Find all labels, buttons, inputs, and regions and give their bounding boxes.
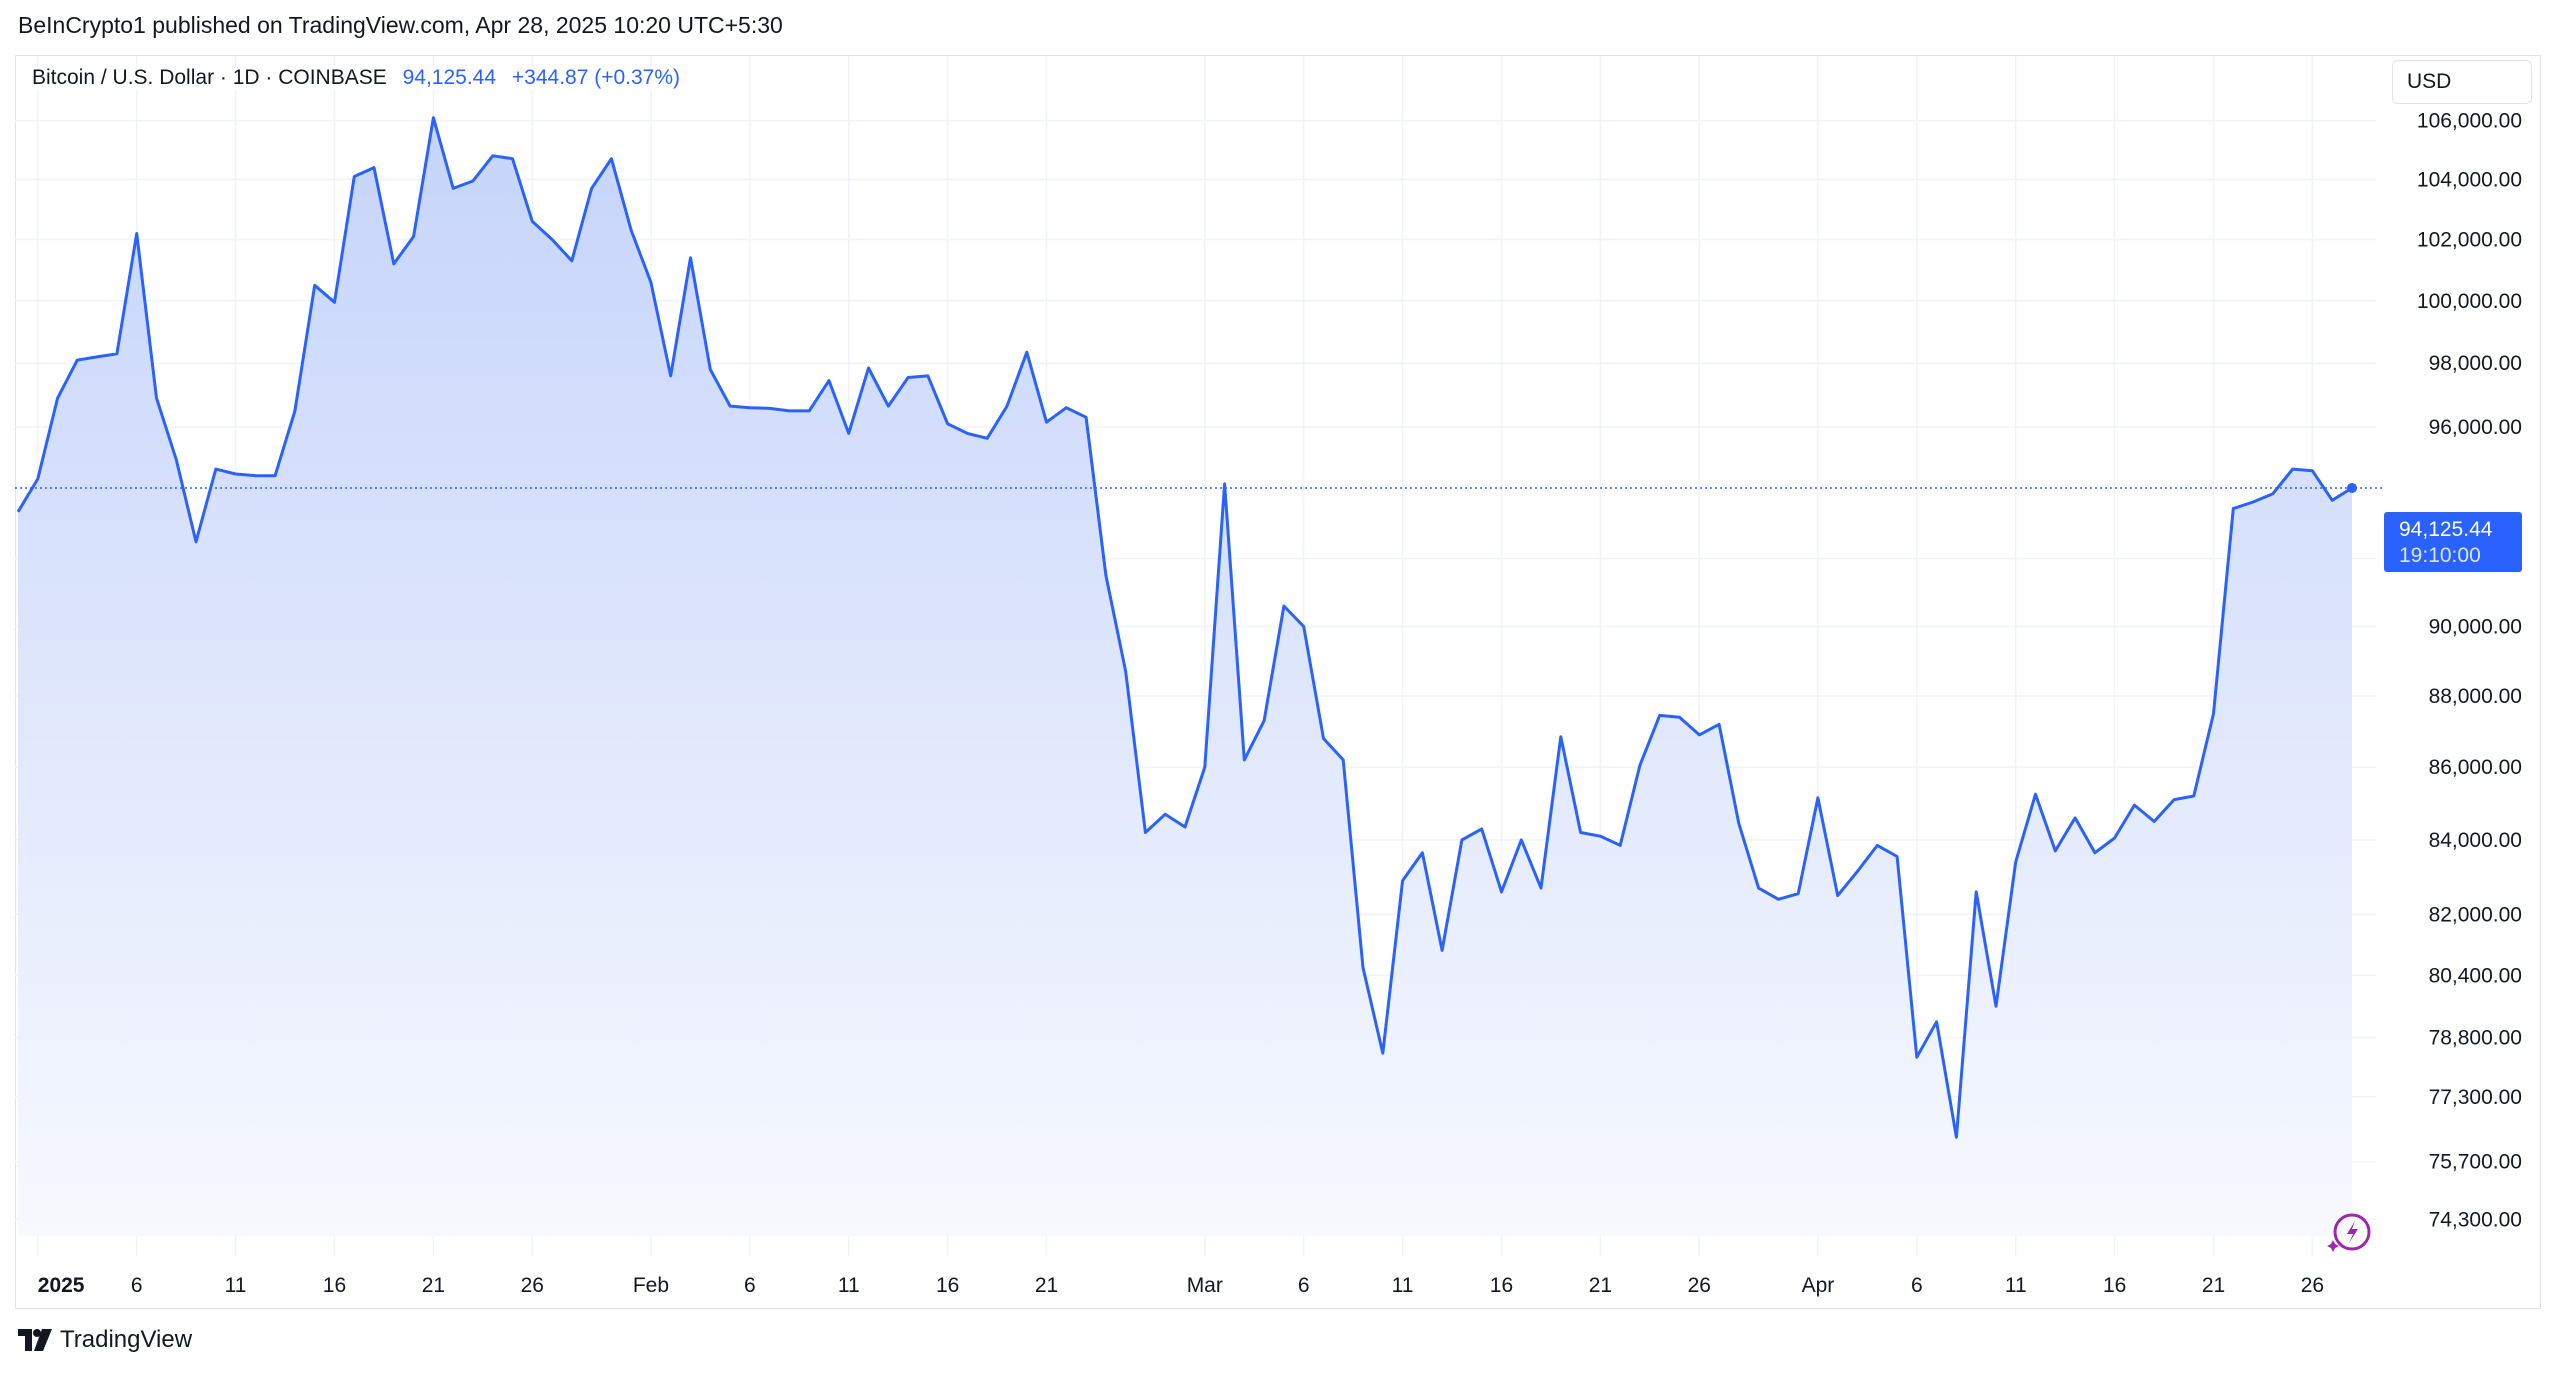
publish-info: BeInCrypto1 published on TradingView.com… xyxy=(18,12,783,38)
x-tick-label: 11 xyxy=(2005,1274,2027,1297)
x-tick-label: 21 xyxy=(2202,1274,2225,1297)
price-area-fill xyxy=(18,117,2352,1237)
y-tick-label: 80,400.00 xyxy=(2429,964,2522,987)
y-tick-label: 75,700.00 xyxy=(2429,1151,2522,1174)
chart-frame xyxy=(15,55,2541,1309)
x-tick-label: 21 xyxy=(422,1274,445,1297)
x-tick-label: 26 xyxy=(2301,1274,2324,1297)
x-tick-label: 26 xyxy=(521,1274,544,1297)
y-tick-label: 104,000.00 xyxy=(2417,168,2522,191)
x-tick-label: 26 xyxy=(1688,1274,1711,1297)
x-tick-label: 16 xyxy=(2103,1274,2126,1297)
x-tick-label: 11 xyxy=(1392,1274,1414,1297)
price-axis[interactable]: 106,000.00 104,000.00 102,000.00 100,000.00… xyxy=(2417,110,2522,1232)
x-tick-label: 6 xyxy=(744,1274,756,1297)
symbol-title: Bitcoin / U.S. Dollar · 1D · COINBASE xyxy=(32,66,387,89)
y-tick-label: 102,000.00 xyxy=(2417,229,2522,252)
y-tick-label: 90,000.00 xyxy=(2429,616,2522,639)
x-tick-label: Feb xyxy=(633,1274,669,1297)
footer-logo-text: TradingView xyxy=(60,1326,193,1353)
tradingview-logo-icon xyxy=(18,1329,54,1351)
tradingview-brand[interactable]: TradingView xyxy=(18,1326,192,1354)
price-countdown: 19:10:00 xyxy=(2399,544,2481,567)
x-tick-label: 21 xyxy=(1035,1274,1058,1297)
x-tick-label: 6 xyxy=(131,1274,143,1297)
y-tick-label: 106,000.00 xyxy=(2417,110,2522,133)
price-line xyxy=(16,116,2353,1139)
symbol-legend: Bitcoin / U.S. Dollar · 1D · COINBASE 94… xyxy=(32,66,681,90)
y-tick-label: 77,300.00 xyxy=(2429,1086,2522,1109)
x-tick-label: 11 xyxy=(838,1274,860,1297)
currency-button[interactable]: USD xyxy=(2392,60,2532,104)
x-tick-label: 6 xyxy=(1298,1274,1310,1297)
x-tick-label: 16 xyxy=(1490,1274,1513,1297)
y-tick-label: 96,000.00 xyxy=(2429,416,2522,439)
x-tick-label: 16 xyxy=(323,1274,346,1297)
x-tick-label: Apr xyxy=(1802,1274,1835,1297)
last-price-value: 94,125.44 xyxy=(2399,518,2493,541)
y-tick-label: 74,300.00 xyxy=(2429,1208,2522,1231)
y-tick-label: 78,800.00 xyxy=(2429,1026,2522,1049)
time-axis[interactable]: 2025 6 11 16 21 26 Feb 6 11 16 21 Mar 6 11 16 21 26 Apr 6 1… xyxy=(38,1274,2324,1297)
x-tick-label: 16 xyxy=(936,1274,959,1297)
y-tick-label: 82,000.00 xyxy=(2429,903,2522,926)
x-tick-label: 2025 xyxy=(38,1274,85,1297)
legend-change: +344.87 (+0.37%) xyxy=(511,66,681,89)
last-price-dot xyxy=(2347,482,2357,493)
y-tick-label: 86,000.00 xyxy=(2429,756,2522,779)
x-tick-label: 11 xyxy=(225,1274,247,1297)
last-price-label: 94,125.44 19:10:00 xyxy=(2384,512,2522,572)
y-tick-label: 84,000.00 xyxy=(2429,829,2522,852)
y-tick-label: 100,000.00 xyxy=(2417,290,2522,313)
lightning-icon[interactable] xyxy=(2327,1213,2371,1252)
x-tick-label: Mar xyxy=(1187,1274,1223,1297)
y-tick-label: 98,000.00 xyxy=(2429,352,2522,375)
legend-price: 94,125.44 xyxy=(402,66,497,89)
y-tick-label: 88,000.00 xyxy=(2429,685,2522,708)
x-tick-label: 6 xyxy=(1911,1274,1923,1297)
x-tick-label: 21 xyxy=(1589,1274,1612,1297)
